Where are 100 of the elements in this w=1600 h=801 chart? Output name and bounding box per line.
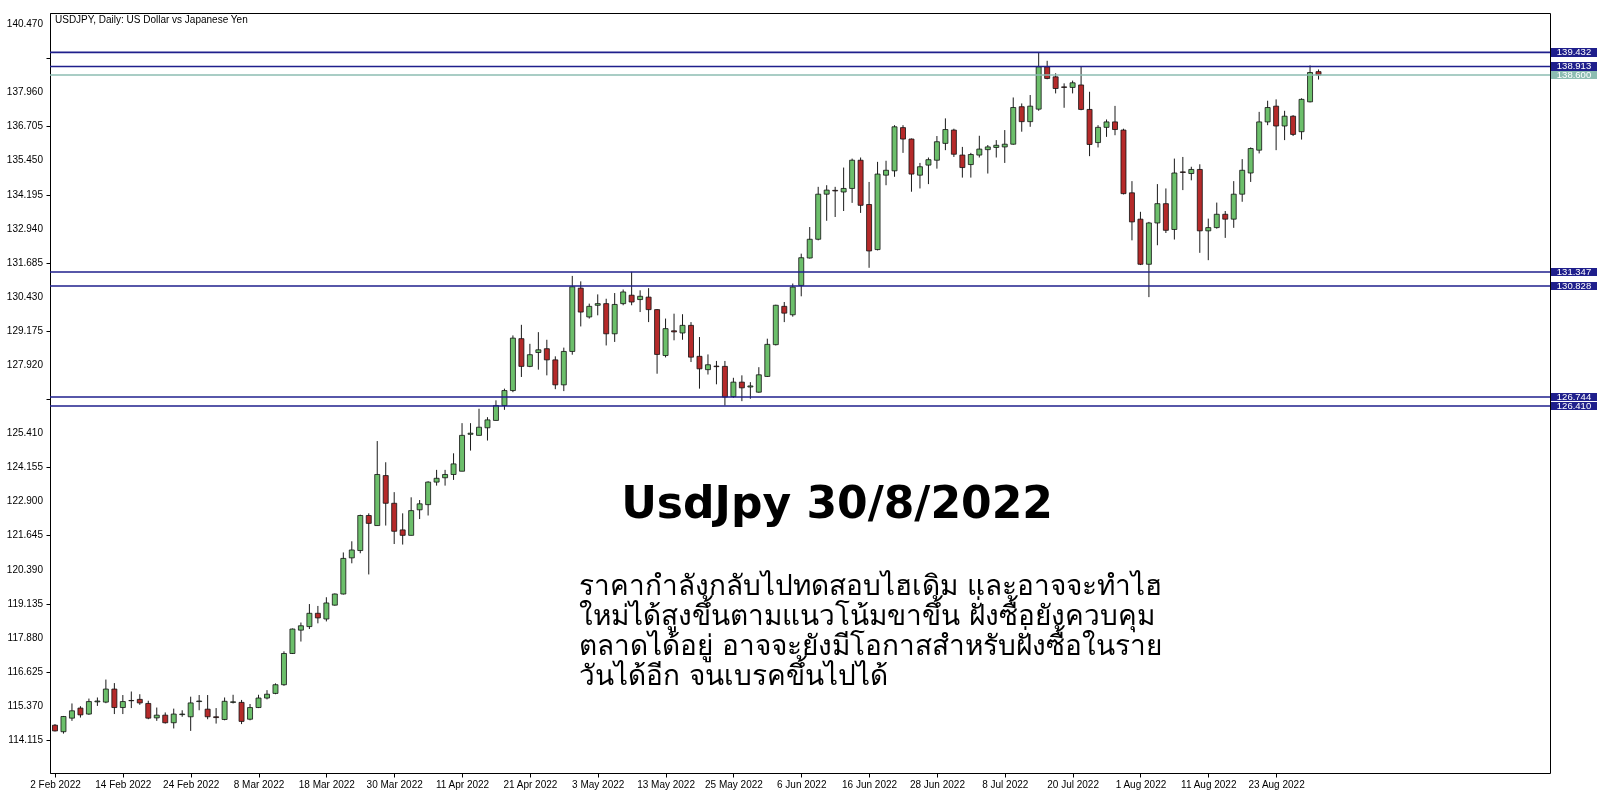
candlestick [984, 144, 991, 175]
candlestick [823, 184, 830, 222]
candlestick [738, 374, 745, 402]
candlestick [832, 186, 839, 218]
candlestick [1239, 158, 1246, 203]
candlestick [204, 694, 211, 720]
candlestick [671, 313, 677, 341]
y-tick-label: 115.370 [7, 699, 44, 711]
candlestick [348, 540, 355, 564]
candlestick [442, 469, 448, 487]
y-tick-label: 137.960 [6, 86, 44, 98]
y-tick-label: 124.155 [6, 461, 44, 473]
y-tick-label: 117.880 [7, 631, 44, 643]
ref-line-label: 126.744 [1551, 390, 1597, 402]
y-tick-label: 121.645 [6, 529, 44, 541]
candlestick [450, 452, 457, 481]
x-tick-label: 8 Jul 2022 [982, 778, 1029, 790]
chart-title: USDJPY, Daily: US Dollar vs Japanese Yen [55, 14, 248, 25]
annotation: ราคากำลังกลับไปทดสอบไฮเดิม และอาจจะทำไฮ ใหม่ได้สูงขึ้นตามแนวโน้มขาขึ้น ฝั่งซื้อยังควบคุม ตลาดได้อยู่ อาจจะยังมีโอกาสสำหรับฝั่งซื้อในราย วันได้อีก จนเบรคขึ้นไปได้ [579, 569, 1162, 692]
y-tick-label: 116.625 [7, 665, 44, 677]
y-tick-label: 135.450 [6, 154, 44, 166]
candlestick [1273, 98, 1280, 151]
candlestick [187, 696, 194, 732]
y-tick-label: 140.470 [6, 18, 44, 30]
y-tick-label: 114.115 [8, 734, 44, 745]
x-tick-label: 25 May 2022 [704, 778, 764, 790]
candlestick [416, 499, 423, 520]
candlestick [917, 162, 923, 189]
candlestick [925, 157, 932, 185]
candlestick [934, 135, 940, 170]
ref-line-label: 139.432 [1551, 46, 1597, 58]
candlestick [696, 336, 703, 390]
x-tick-label: 28 Jun 2022 [909, 778, 966, 790]
x-tick-label: 14 Feb 2022 [95, 778, 152, 790]
x-tick-label: 20 Jul 2022 [1047, 778, 1100, 790]
candlestick [900, 124, 906, 154]
x-tick-label: 16 Jun 2022 [842, 778, 898, 790]
x-tick-label: 11 Aug 2022 [1181, 778, 1237, 790]
x-tick-label: 30 Mar 2022 [366, 778, 424, 790]
candlestick [314, 605, 321, 624]
candlestick [1001, 129, 1008, 164]
ref-line-label: 130.828 [1551, 279, 1597, 291]
y-tick-label: 129.175 [6, 324, 44, 336]
candlestick [467, 422, 474, 452]
candlestick [1095, 124, 1101, 148]
candlestick [806, 226, 813, 260]
candlestick [942, 117, 949, 151]
candlestick [1061, 82, 1068, 109]
candlestick [1213, 202, 1220, 230]
y-tick-label: 122.900 [6, 495, 44, 507]
y-tick-label: 131.685 [6, 256, 44, 268]
candlestick [298, 622, 304, 643]
candlestick [1264, 100, 1271, 126]
x-tick-label: 13 May 2022 [637, 778, 696, 790]
candlestick [705, 353, 711, 376]
x-tick-label: 3 May 2022 [572, 778, 625, 790]
x-tick-label: 23 Aug 2022 [1248, 778, 1306, 790]
candlestick [365, 512, 372, 575]
y-tick-label: 136.705 [6, 120, 44, 132]
candlestick [883, 160, 889, 186]
y-tick-label: 125.410 [6, 427, 44, 439]
ref-line-label: 138.600 [1551, 68, 1597, 80]
x-tick-label: 24 Feb 2022 [163, 778, 220, 790]
candlestick [645, 287, 652, 323]
candlestick [535, 331, 542, 371]
candlestick [543, 339, 550, 376]
candlestick [1112, 105, 1118, 136]
candlestick [425, 480, 432, 516]
x-tick-label: 8 Mar 2022 [233, 778, 285, 790]
candlestick [170, 708, 177, 729]
x-tick-label: 1 Aug 2022 [1115, 778, 1167, 790]
y-tick-label: 132.940 [6, 222, 44, 234]
candlestick [484, 416, 491, 442]
candlestick [594, 293, 601, 316]
candlestick [1027, 94, 1034, 128]
candlestick [1222, 210, 1229, 239]
candlestick [1281, 110, 1288, 141]
candlestick [713, 360, 720, 385]
candlestick [476, 408, 482, 436]
y-tick-label: 120.390 [6, 563, 44, 575]
candlestick [628, 271, 635, 306]
candlestick [679, 313, 686, 341]
candlestick [637, 289, 644, 313]
candlestick [577, 280, 584, 327]
ref-line-label: 126.410 [1551, 399, 1597, 411]
candlestick [119, 694, 126, 715]
annotation: UsdJpy 30/8/2022 [621, 477, 1053, 528]
candlestick [781, 301, 788, 323]
candlestick [306, 603, 313, 630]
candlestick [230, 694, 236, 704]
candlestick [1205, 218, 1212, 261]
candlestick [967, 152, 974, 179]
candlestick [959, 146, 966, 179]
x-tick-label: 21 Apr 2022 [503, 778, 558, 790]
candlestick [976, 135, 983, 158]
ref-line-label: 131.347 [1551, 265, 1597, 277]
candlestick [1290, 114, 1296, 137]
candlestick [323, 596, 330, 622]
x-tick-label: 2 Feb 2022 [30, 778, 82, 790]
x-tick-label: 18 Mar 2022 [298, 778, 356, 790]
